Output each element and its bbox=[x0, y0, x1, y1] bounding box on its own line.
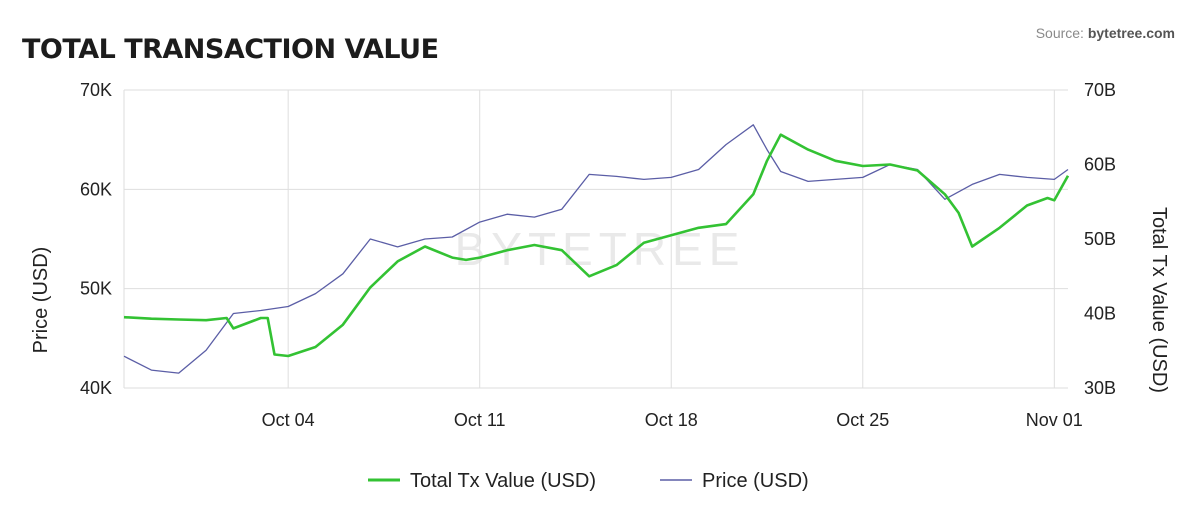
series-layer bbox=[123, 124, 1070, 374]
right-axis-label: Total Tx Value (USD) bbox=[1148, 207, 1170, 393]
left-axis-label: Price (USD) bbox=[30, 247, 52, 354]
right-tick-label: 30B bbox=[1084, 378, 1116, 398]
x-tick-label: Oct 18 bbox=[645, 410, 698, 430]
legend-item-tx-value[interactable]: Total Tx Value (USD) bbox=[368, 470, 596, 492]
tx-value-series-line bbox=[123, 133, 1070, 358]
right-tick-label: 70B bbox=[1084, 80, 1116, 100]
left-tick-label: 40K bbox=[80, 378, 112, 398]
right-tick-label: 50B bbox=[1084, 229, 1116, 249]
legend-item-price[interactable]: Price (USD) bbox=[660, 470, 809, 492]
x-tick-label: Oct 25 bbox=[836, 410, 889, 430]
x-tick-label: Oct 04 bbox=[262, 410, 315, 430]
gridlines bbox=[123, 89, 1068, 389]
source-prefix: Source: bbox=[1036, 25, 1088, 41]
left-axis-ticks: 40K 50K 60K 70K bbox=[80, 80, 112, 398]
legend-label-price: Price (USD) bbox=[702, 470, 809, 492]
x-tick-label: Oct 11 bbox=[454, 410, 506, 430]
left-tick-label: 60K bbox=[80, 179, 112, 199]
legend-label-tx-value: Total Tx Value (USD) bbox=[410, 470, 596, 492]
x-tick-label: Nov 01 bbox=[1026, 410, 1083, 430]
left-tick-label: 50K bbox=[80, 279, 112, 299]
right-tick-label: 60B bbox=[1084, 155, 1116, 175]
legend: Total Tx Value (USD) Price (USD) bbox=[368, 470, 809, 492]
right-tick-label: 40B bbox=[1084, 304, 1116, 324]
right-axis-ticks: 30B 40B 50B 60B 70B bbox=[1084, 80, 1116, 398]
bytetree-watermark: BYTETREE bbox=[455, 223, 746, 275]
chart-title: TOTAL TRANSACTION VALUE bbox=[22, 34, 439, 65]
x-axis-ticks: Oct 04 Oct 11 Oct 18 Oct 25 Nov 01 bbox=[262, 410, 1083, 430]
left-tick-label: 70K bbox=[80, 80, 112, 100]
source-name: bytetree.com bbox=[1088, 25, 1175, 41]
source-note: Source: bytetree.com bbox=[1036, 25, 1175, 41]
